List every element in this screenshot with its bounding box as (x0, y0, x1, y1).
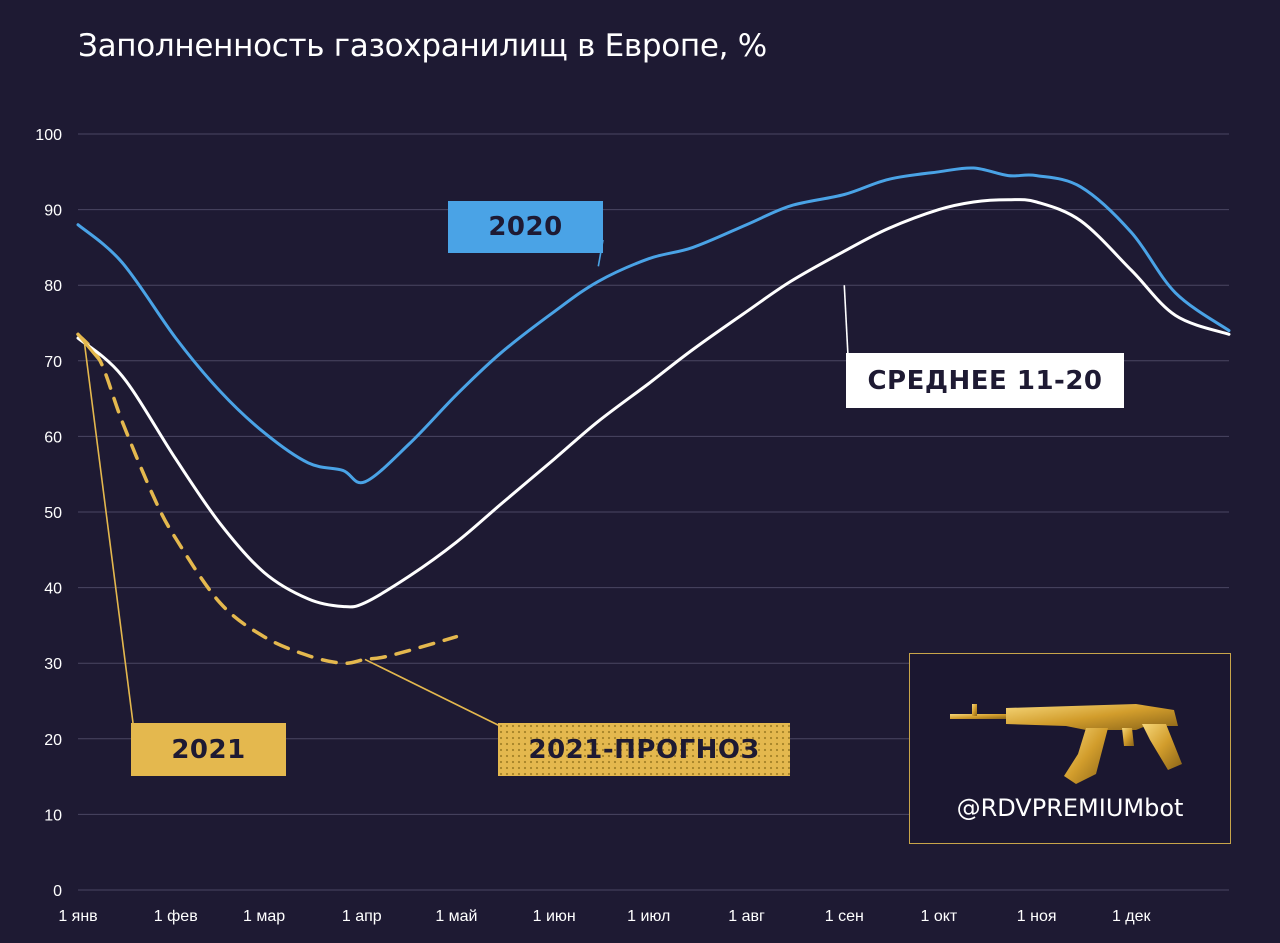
series-line-2021-ПРОГНОЗ (76, 332, 459, 666)
x-tick-label: 1 май (435, 908, 477, 925)
label-leader-line (77, 333, 102, 363)
x-tick-label: 1 окт (921, 908, 958, 925)
label-2020: 2020 (448, 201, 603, 253)
label-leader-line (364, 658, 501, 727)
y-tick-label: 80 (44, 278, 62, 295)
label-leader-line (83, 341, 134, 724)
label-2021: 2021 (131, 723, 286, 776)
y-tick-label: 70 (44, 354, 62, 371)
y-tick-label: 60 (44, 429, 62, 446)
x-tick-label: 1 мар (243, 908, 285, 925)
y-tick-label: 100 (35, 127, 62, 144)
label-2021-forecast: 2021-ПРОГНОЗ (498, 723, 790, 776)
chart-title: Заполненность газохранилищ в Европе, % (78, 28, 767, 64)
x-tick-label: 1 июн (533, 908, 576, 925)
x-tick-label: 1 июл (627, 908, 670, 925)
y-tick-label: 10 (44, 807, 62, 824)
x-tick-label: 1 сен (825, 908, 864, 925)
y-tick-label: 50 (44, 505, 62, 522)
y-tick-label: 0 (53, 883, 62, 900)
series-line-СРЕДНЕЕ 11-20 (76, 198, 1231, 609)
y-tick-label: 40 (44, 581, 62, 598)
x-tick-label: 1 ноя (1017, 908, 1057, 925)
promo-handle[interactable]: @RDVPREMIUMbot (956, 794, 1184, 822)
x-tick-label: 1 апр (342, 908, 382, 925)
y-tick-label: 90 (44, 203, 62, 220)
label-average: СРЕДНЕЕ 11-20 (846, 353, 1124, 408)
x-tick-label: 1 авг (728, 908, 765, 925)
x-tick-label: 1 фев (154, 908, 198, 925)
x-tick-label: 1 янв (58, 908, 97, 925)
x-tick-label: 1 дек (1112, 908, 1152, 925)
y-tick-label: 20 (44, 732, 62, 749)
label-leader-line (843, 285, 849, 357)
y-tick-label: 30 (44, 656, 62, 673)
rifle-icon (950, 704, 1182, 784)
series-line-2020 (76, 166, 1231, 485)
promo-box[interactable]: @RDVPREMIUMbot (909, 653, 1231, 844)
